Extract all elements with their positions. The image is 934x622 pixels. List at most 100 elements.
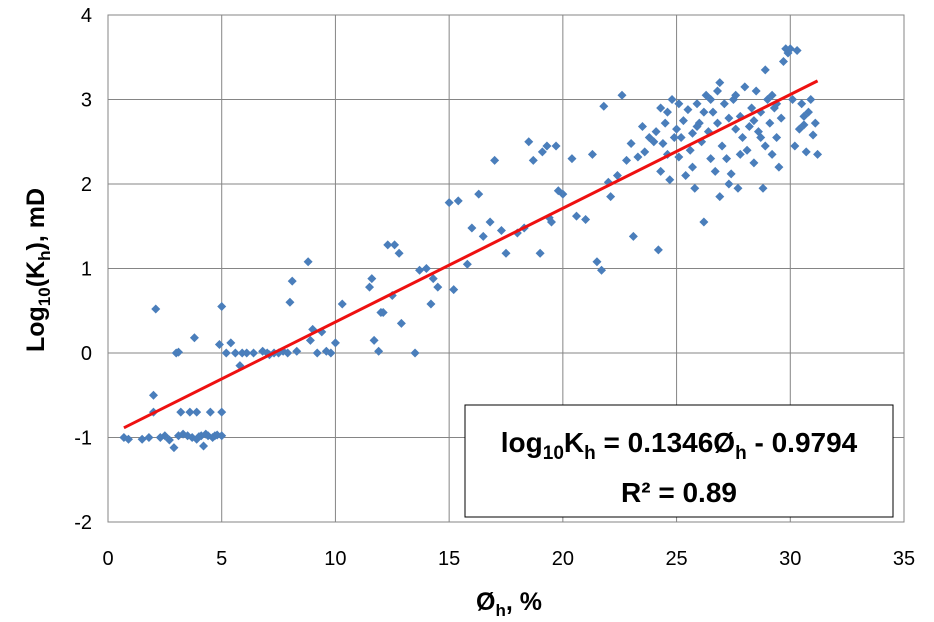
data-point xyxy=(640,147,650,157)
data-point xyxy=(606,192,616,202)
data-point xyxy=(285,297,295,307)
data-point xyxy=(790,141,800,151)
x-tick-label: 25 xyxy=(665,548,687,570)
data-point xyxy=(767,90,777,100)
data-point xyxy=(747,103,757,113)
data-point xyxy=(396,318,406,328)
data-point xyxy=(774,162,784,172)
data-point xyxy=(305,335,315,345)
data-point xyxy=(731,124,741,134)
data-point xyxy=(656,103,666,113)
data-point xyxy=(478,231,488,241)
data-point xyxy=(535,248,545,258)
data-point xyxy=(390,240,400,250)
data-point xyxy=(444,198,454,208)
data-point xyxy=(813,149,823,159)
data-point xyxy=(808,130,818,140)
data-point xyxy=(421,264,431,273)
data-point xyxy=(192,407,202,417)
data-point xyxy=(724,113,734,123)
y-tick-label: 4 xyxy=(81,5,92,27)
data-point xyxy=(744,122,754,132)
x-tick-labels: 0 5 10 15 20 25 30 35 xyxy=(102,548,915,570)
y-axis-title: Log10(Kh), mD xyxy=(22,188,54,352)
data-point xyxy=(144,433,154,442)
data-point xyxy=(449,285,459,295)
x-tick-label: 0 xyxy=(102,548,113,570)
data-point xyxy=(551,141,561,151)
data-point xyxy=(713,86,723,96)
data-point xyxy=(785,44,795,54)
data-point xyxy=(292,346,302,356)
data-point xyxy=(485,217,495,227)
data-point xyxy=(524,137,534,147)
data-point xyxy=(649,137,659,147)
data-point xyxy=(189,333,199,343)
data-point xyxy=(803,107,813,117)
data-point xyxy=(592,257,602,267)
x-tick-label: 30 xyxy=(779,548,801,570)
data-point xyxy=(123,434,133,444)
data-point xyxy=(751,86,761,96)
data-point xyxy=(717,141,727,151)
data-point xyxy=(637,122,647,132)
x-tick-label: 35 xyxy=(893,548,915,570)
data-point xyxy=(567,154,577,164)
data-point xyxy=(217,407,227,417)
data-point xyxy=(558,189,568,199)
data-point xyxy=(715,78,725,88)
data-point xyxy=(788,95,798,104)
data-point xyxy=(699,217,709,227)
data-point xyxy=(542,141,552,151)
data-point xyxy=(665,175,675,185)
data-point xyxy=(199,441,209,451)
data-point xyxy=(599,101,609,111)
data-point xyxy=(760,65,770,75)
data-point xyxy=(681,171,691,181)
data-point xyxy=(756,133,766,143)
data-point xyxy=(687,162,697,172)
data-point xyxy=(742,145,752,155)
data-point xyxy=(174,347,184,357)
data-point xyxy=(656,166,666,176)
data-point xyxy=(369,335,379,345)
data-point xyxy=(724,179,734,189)
data-point xyxy=(572,211,582,221)
data-point xyxy=(185,407,195,417)
data-point xyxy=(410,348,420,358)
data-point xyxy=(767,149,777,159)
data-point xyxy=(760,141,770,151)
data-point xyxy=(164,435,174,445)
data-point xyxy=(710,166,720,176)
x-axis-title: Øh, % xyxy=(476,588,542,620)
regression-equation: log10Kh = 0.1346Øh - 0.9794 xyxy=(501,427,858,464)
data-point xyxy=(653,245,663,255)
data-point xyxy=(776,113,786,123)
data-point xyxy=(658,138,668,148)
data-point xyxy=(713,118,723,128)
data-point xyxy=(217,431,227,441)
data-point xyxy=(137,434,147,444)
data-point xyxy=(685,145,695,155)
data-point xyxy=(706,154,716,164)
data-point xyxy=(692,122,702,132)
data-point xyxy=(496,225,506,235)
data-point xyxy=(474,189,484,199)
data-point xyxy=(537,147,547,157)
data-points xyxy=(119,44,823,453)
x-tick-label: 10 xyxy=(324,548,346,570)
data-point xyxy=(383,240,393,250)
data-point xyxy=(731,90,741,100)
data-point xyxy=(287,276,297,286)
data-point xyxy=(683,105,693,115)
data-point xyxy=(749,158,759,168)
data-point xyxy=(810,118,820,128)
data-point xyxy=(501,248,511,258)
data-point xyxy=(738,133,748,143)
data-point xyxy=(799,120,809,130)
data-point xyxy=(801,147,811,157)
data-point xyxy=(676,133,686,143)
data-point xyxy=(806,95,816,104)
data-point xyxy=(581,214,591,224)
y-tick-label: -1 xyxy=(74,428,92,450)
